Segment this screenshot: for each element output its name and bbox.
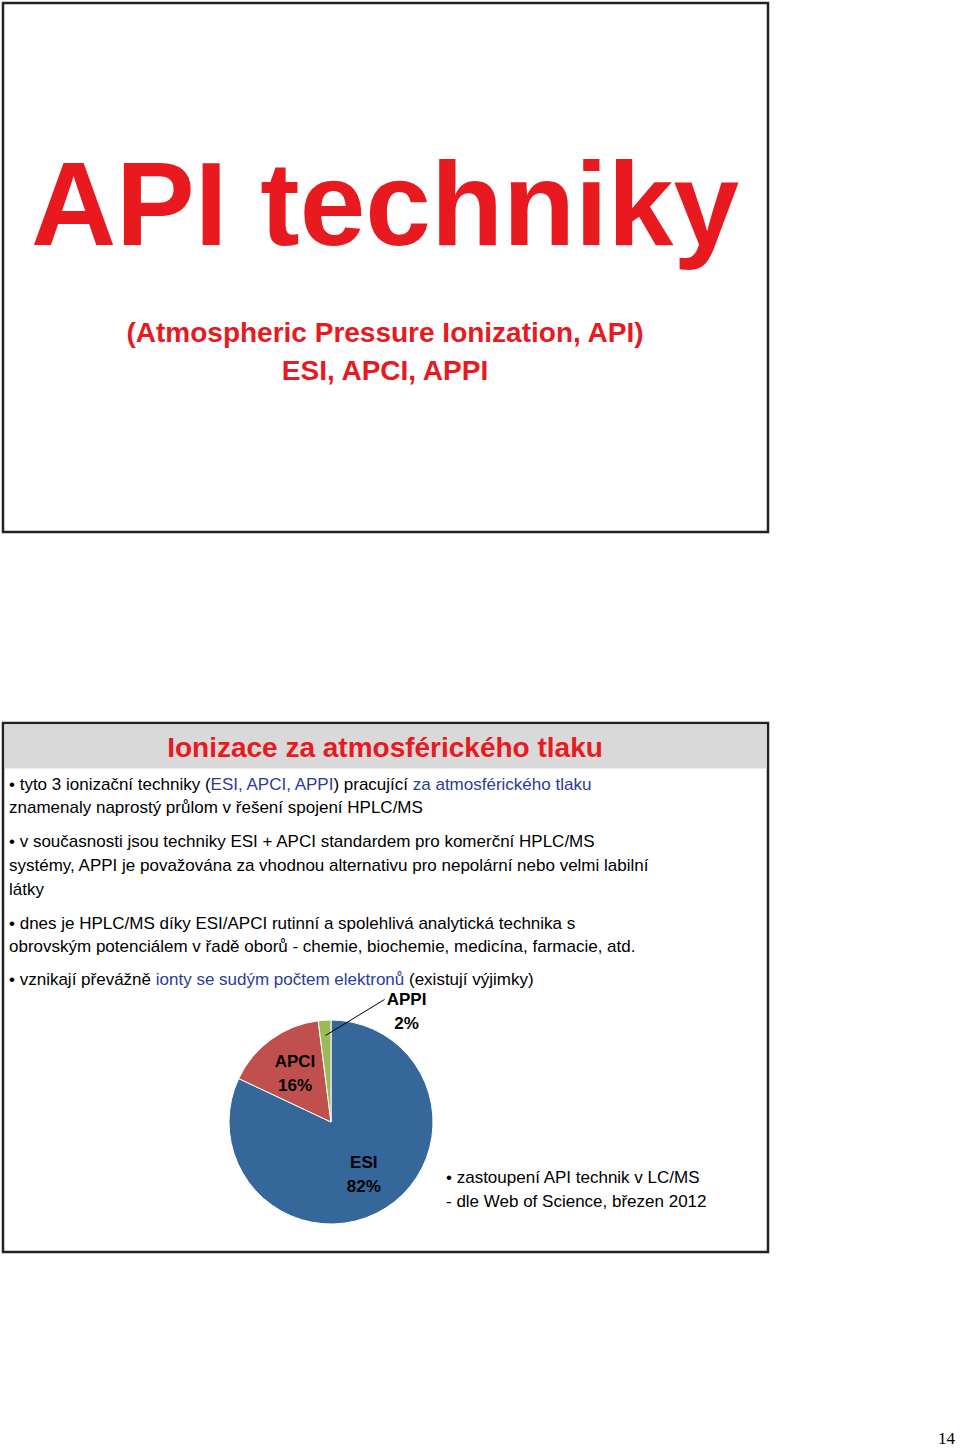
label-category: APCI [275, 1051, 316, 1070]
bullet-line: • vznikají převážně ionty se sudým počte… [9, 970, 534, 989]
slide-frame [3, 723, 768, 1252]
label-value: 82% [347, 1177, 381, 1196]
pie-slice [318, 1020, 331, 1122]
text-segment: ESI, APCI, APPI [211, 775, 334, 794]
label-category: ESI [350, 1153, 377, 1172]
bullet-line: • v současnosti jsou techniky ESI + APCI… [9, 832, 595, 851]
slide-frame [3, 3, 768, 532]
data-label: APPI 2% [387, 990, 427, 1033]
text-segment: • vznikají převážně [9, 970, 156, 989]
bullet-line: • tyto 3 ionizační techniky (ESI, APCI, … [9, 775, 591, 794]
label-category: APPI [387, 990, 427, 1009]
slide-title: API techniky [31, 138, 739, 270]
label-value: 2% [394, 1014, 419, 1033]
bullet-line: znamenaly naprostý průlom v řešení spoje… [9, 798, 423, 817]
page-number: 14 [938, 1429, 956, 1448]
bullet-line: systémy, APPI je považována za vhodnou a… [9, 856, 649, 875]
text-segment: ) pracující [333, 775, 412, 794]
header-band [5, 725, 767, 769]
data-label: ESI 82% [347, 1153, 381, 1196]
text-segment: (existují výjimky) [404, 970, 533, 989]
bullet-line: obrovským potenciálem v řadě oborů - che… [9, 937, 635, 956]
pie-slice [229, 1020, 433, 1224]
slide-subtitle: (Atmospheric Pressure Ionization, API) [126, 317, 643, 348]
chart-note: • zastoupení API technik v LC/MS [446, 1168, 700, 1187]
text-segment: systémy, APPI je považována za vhodnou a… [9, 856, 649, 875]
bullet-line: • dnes je HPLC/MS díky ESI/APCI rutinní … [9, 914, 575, 933]
text-segment: obrovským potenciálem v řadě oborů - che… [9, 937, 635, 956]
slices [229, 1020, 433, 1224]
label-value: 16% [278, 1075, 312, 1094]
leader-line [326, 999, 385, 1035]
text-segment: • dnes je HPLC/MS díky ESI/APCI rutinní … [9, 914, 575, 933]
text-segment: ionty se sudým počtem elektronů [156, 970, 405, 989]
page: API techniky (Atmospheric Pressure Ioniza… [0, 0, 960, 1448]
text-segment: • tyto 3 ionizační techniky ( [9, 775, 211, 794]
text-segment: za atmosférického tlaku [413, 775, 592, 794]
text-segment: • v současnosti jsou techniky ESI + APCI… [9, 832, 595, 851]
data-label: APCI 16% [275, 1051, 316, 1094]
text-segment: látky [9, 880, 44, 899]
bullet-line: látky [9, 880, 44, 899]
text-segment: znamenaly naprostý průlom v řešení spoje… [9, 798, 423, 817]
slide-subtitle: ESI, APCI, APPI [282, 355, 488, 386]
chart-note: - dle Web of Science, březen 2012 [446, 1192, 707, 1211]
pie-chart: ESI 82% APCI 16% APPI 2% [229, 990, 433, 1224]
slide-title: Ionizace za atmosférického tlaku [167, 732, 603, 763]
pie-slice [239, 1021, 331, 1122]
